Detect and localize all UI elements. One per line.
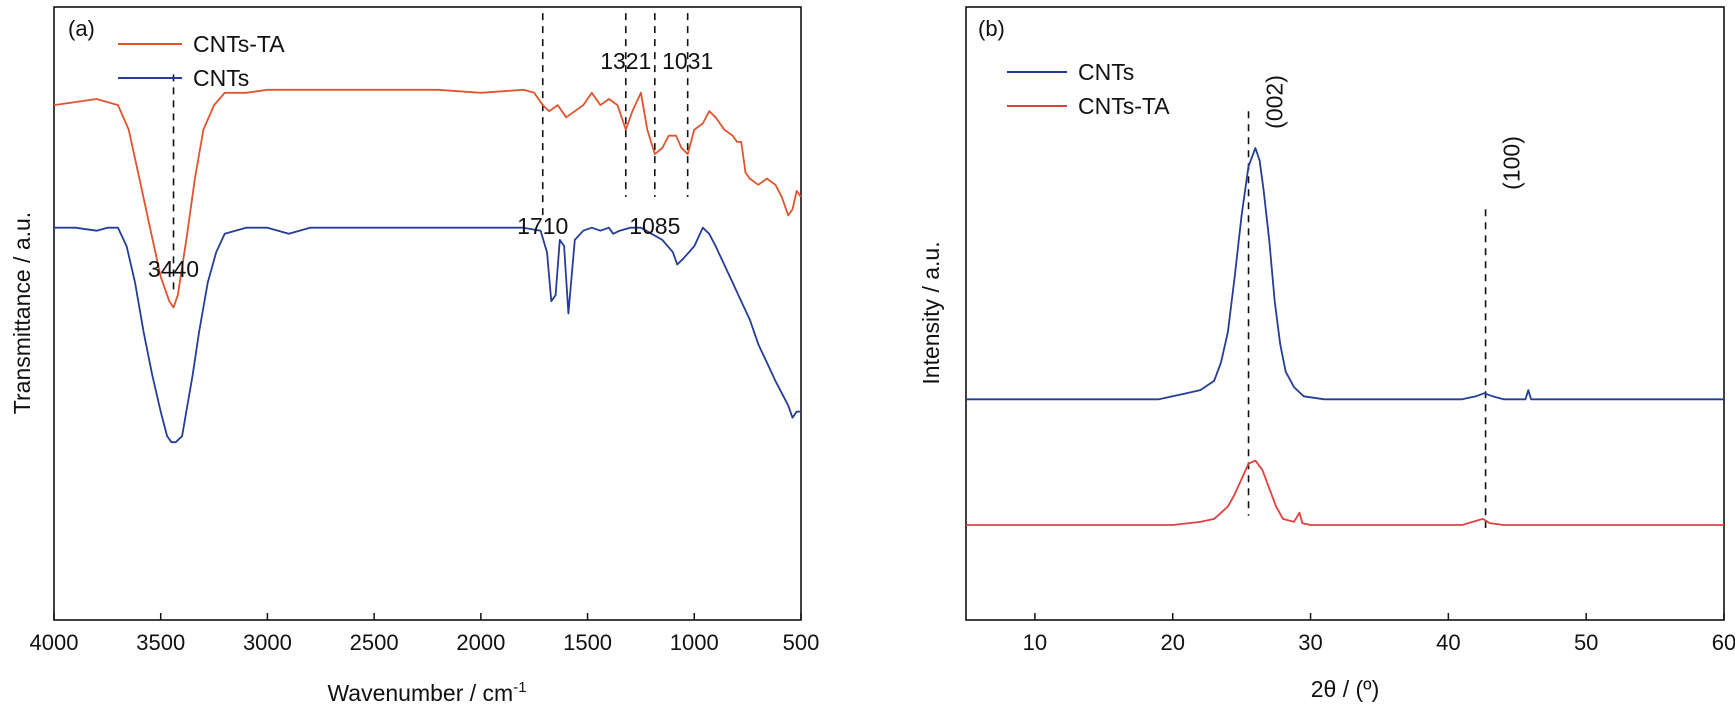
- peak-label-100: (100): [1499, 136, 1525, 190]
- peak-label-002: (002): [1262, 75, 1288, 129]
- peak-label-1321: 1321: [600, 48, 651, 74]
- series-line-cnts-ta: [53, 88, 802, 309]
- panel-b-x-ticks: 10 20 30 40 50 60: [1023, 613, 1735, 655]
- panel-b-x-axis-title: 2θ / (º): [1311, 676, 1379, 702]
- panel-b-peak-labels: (002) (100): [1262, 75, 1525, 190]
- panel-a-peak-labels: 3440 1710 1321 1085 1031: [148, 48, 713, 282]
- panel-a-x-axis-title-sup: -1: [513, 679, 526, 696]
- panel-a-series: [53, 88, 802, 444]
- panel-b-dashed-markers: [1247, 111, 1487, 529]
- panel-a: (a) 3440 1710 1321 1085 1031 4000 3500 3000 250…: [9, 6, 820, 706]
- x-tick-label: 1500: [563, 630, 612, 655]
- x-tick-label: 4000: [30, 630, 79, 655]
- legend-label-cnts: CNTs: [1078, 59, 1134, 85]
- x-tick-label: 40: [1436, 630, 1460, 655]
- panel-b-label: (b): [978, 16, 1005, 41]
- panel-a-label: (a): [68, 16, 95, 41]
- peak-label-1085: 1085: [629, 213, 680, 239]
- series-line-cnts-ta: [966, 459, 1724, 526]
- legend-label-cnts: CNTs: [193, 65, 249, 91]
- x-tick-label: 3000: [243, 630, 292, 655]
- series-line-cnts: [54, 226, 801, 444]
- x-tick-label: 3500: [136, 630, 185, 655]
- panel-a-dashed-markers: [172, 13, 689, 296]
- peak-label-3440: 3440: [148, 256, 199, 282]
- panel-a-legend: CNTs-TA CNTs: [118, 31, 285, 91]
- x-tick-label: 1000: [670, 630, 719, 655]
- x-tick-label: 30: [1298, 630, 1322, 655]
- panel-a-x-ticks: 4000 3500 3000 2500 2000 1500 1000 500: [30, 613, 820, 655]
- panel-b-series: [966, 147, 1724, 526]
- panel-b-legend: CNTs CNTs-TA: [1007, 59, 1170, 119]
- x-tick-label: 500: [783, 630, 820, 655]
- x-tick-label: 2000: [456, 630, 505, 655]
- peak-label-1031: 1031: [662, 48, 713, 74]
- panel-a-plot-frame: [53, 6, 802, 621]
- series-line-cnts: [966, 147, 1724, 401]
- panel-a-x-axis-title: Wavenumber / cm-1: [327, 679, 526, 706]
- panel-b: (b) (002) (100) 10 20 30 40 50 60 CNTs CNTs-TA…: [918, 6, 1735, 702]
- panel-b-plot-frame: [965, 6, 1725, 621]
- x-tick-label: 10: [1023, 630, 1047, 655]
- x-tick-label: 50: [1574, 630, 1598, 655]
- x-tick-label: 2500: [350, 630, 399, 655]
- legend-label-cnts-ta: CNTs-TA: [193, 31, 285, 57]
- legend-label-cnts-ta: CNTs-TA: [1078, 93, 1170, 119]
- x-tick-label: 60: [1712, 630, 1735, 655]
- panel-a-x-axis-title-main: Wavenumber / cm: [327, 680, 513, 706]
- panel-b-y-axis-title: Intensity / a.u.: [918, 241, 944, 384]
- panel-a-y-axis-title: Transmittance / a.u.: [9, 212, 35, 414]
- x-tick-label: 20: [1160, 630, 1184, 655]
- peak-label-1710: 1710: [517, 213, 568, 239]
